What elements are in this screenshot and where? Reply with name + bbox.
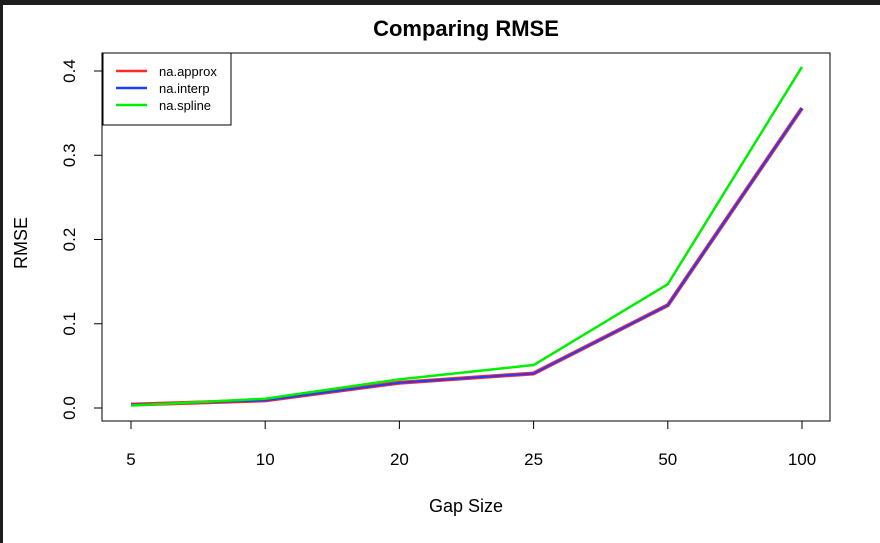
y-tick-label: 0.4 [60,59,79,83]
x-tick-label: 100 [788,450,816,469]
y-axis: 0.0 0.1 0.2 0.3 0.4 [60,59,103,420]
x-tick-label: 5 [126,450,135,469]
legend-label-na-spline: na.spline [159,98,211,113]
y-tick-label: 0.3 [60,143,79,167]
legend-label-na-approx: na.approx [159,64,217,79]
x-axis-label: Gap Size [429,496,503,516]
legend: na.approx na.interp na.spline [102,52,232,126]
legend-label-na-interp: na.interp [159,81,210,96]
chart-title: Comparing RMSE [373,16,559,41]
series-line-na-interp [130,107,803,406]
x-tick-label: 20 [390,450,409,469]
series-line-na-spline [130,66,804,407]
rmse-line-chart: Comparing RMSE 5 10 20 25 50 100 0.0 0.1 0.2 0.3… [11,16,831,516]
plot-panel: Comparing RMSE 5 10 20 25 50 100 0.0 0.1 0.2 0.3… [3,5,880,543]
x-axis: 5 10 20 25 50 100 [126,420,816,469]
series-layer [130,66,804,407]
x-tick-label: 10 [256,450,275,469]
y-tick-label: 0.1 [60,312,79,336]
x-tick-label: 50 [658,450,677,469]
x-tick-label: 25 [524,450,543,469]
y-tick-label: 0.0 [60,396,79,420]
y-tick-label: 0.2 [60,228,79,252]
y-axis-label: RMSE [11,217,31,269]
